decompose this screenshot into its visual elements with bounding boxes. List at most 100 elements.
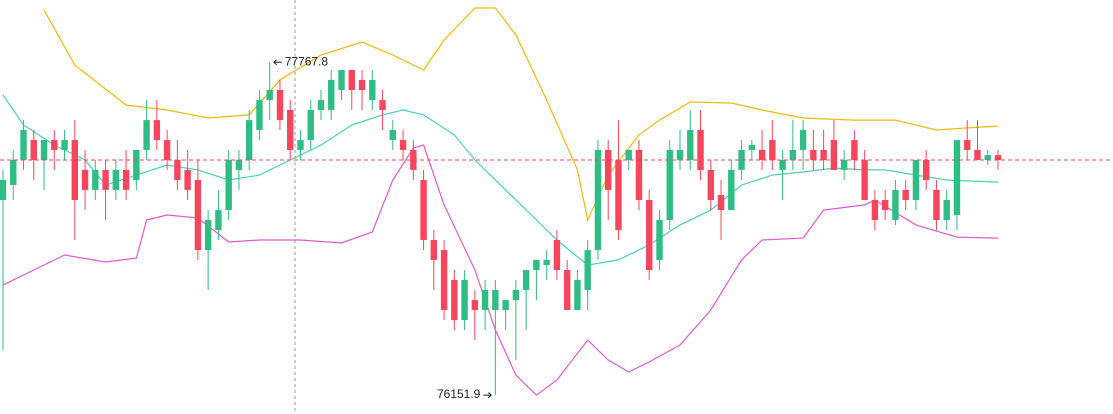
candle-body (512, 290, 520, 301)
candle-body (0, 180, 7, 200)
high-label: 77767.8 (285, 54, 329, 68)
candle-body (492, 290, 499, 310)
candle-body (225, 160, 232, 211)
low-arrow (483, 392, 492, 398)
low-label: 76151.9 (437, 387, 481, 401)
candle-body (943, 199, 950, 220)
candle-body (61, 140, 68, 150)
candle-body (430, 239, 438, 260)
candle-body (574, 279, 581, 310)
candle-body (245, 120, 253, 161)
candle-body (625, 149, 632, 161)
candle-body (143, 120, 150, 150)
candle-body (964, 140, 971, 150)
candle-body (728, 169, 735, 211)
candle-body (933, 189, 940, 220)
candle-body (974, 149, 981, 161)
candle-body (71, 140, 79, 200)
candle-body (328, 79, 335, 110)
candle-body (307, 109, 314, 141)
candle-body (881, 199, 889, 211)
candle-body (820, 149, 827, 161)
candle-body (40, 140, 48, 161)
candle-body (51, 140, 58, 150)
candle-body (656, 219, 663, 260)
candle-body (20, 129, 27, 161)
candle-body (851, 140, 858, 161)
band-line (43, 7, 999, 222)
candle-body (451, 279, 458, 321)
candle-body (830, 140, 838, 170)
candle-body (81, 169, 89, 190)
candle-body (676, 149, 684, 161)
candle-body (871, 199, 879, 220)
candle-body (984, 155, 991, 161)
candle-body (922, 160, 930, 181)
candle-body (717, 195, 725, 211)
candle-body (605, 149, 612, 190)
candle-body (697, 129, 704, 170)
candle-body (615, 160, 622, 231)
candle-body (215, 210, 222, 231)
candle-body (338, 70, 345, 91)
candle-body (912, 160, 920, 200)
candle-body (471, 300, 479, 310)
candle-body (563, 270, 571, 310)
candle-body (789, 149, 797, 161)
candle-body (779, 160, 786, 170)
candle-body (30, 140, 37, 161)
candle-body (707, 169, 714, 200)
candle-body (758, 149, 766, 161)
candle-body (440, 250, 448, 310)
candle-body (297, 140, 304, 150)
candle-body (738, 149, 745, 170)
candle-body (122, 169, 130, 190)
candle-body (994, 155, 1002, 161)
candle-body (358, 79, 366, 91)
candle-body (799, 129, 807, 150)
candle-body (810, 149, 817, 161)
candle-body (748, 145, 756, 150)
candle-body (174, 160, 181, 181)
candle-body (953, 140, 961, 216)
candle-body (379, 100, 386, 110)
candle-body (481, 290, 489, 310)
candle-body (543, 259, 550, 266)
candle-body (635, 149, 643, 200)
candle-body (10, 160, 17, 185)
candle-body (153, 120, 161, 141)
candle-body (522, 270, 530, 291)
candle-body (317, 100, 325, 110)
candle-body (584, 250, 591, 291)
candle-body (687, 129, 694, 161)
candle-body (92, 169, 99, 190)
candle-body (266, 90, 273, 101)
candle-body (276, 90, 284, 121)
candle-body (235, 160, 243, 170)
candle-body (194, 180, 202, 251)
candle-body (256, 100, 263, 130)
candle-body (348, 70, 355, 91)
candle-body (112, 169, 120, 190)
candle-body (769, 140, 776, 161)
candle-body (102, 169, 109, 190)
candle-body (902, 189, 909, 200)
candle-body (553, 239, 561, 271)
candle-body (840, 160, 848, 170)
candle-body (184, 169, 191, 190)
candle-body (861, 160, 868, 200)
band-line (2, 144, 999, 396)
candle-body (461, 279, 468, 321)
band-line (2, 94, 999, 266)
candle-body (287, 109, 294, 150)
candle-body (420, 180, 427, 240)
candle-body (133, 149, 140, 181)
candle-body (502, 300, 509, 310)
candle-body (646, 199, 653, 271)
high-arrow (273, 59, 282, 66)
candle-body (163, 140, 171, 161)
candle-body (389, 129, 396, 141)
candle-body (594, 149, 602, 251)
candle-body (533, 259, 540, 271)
